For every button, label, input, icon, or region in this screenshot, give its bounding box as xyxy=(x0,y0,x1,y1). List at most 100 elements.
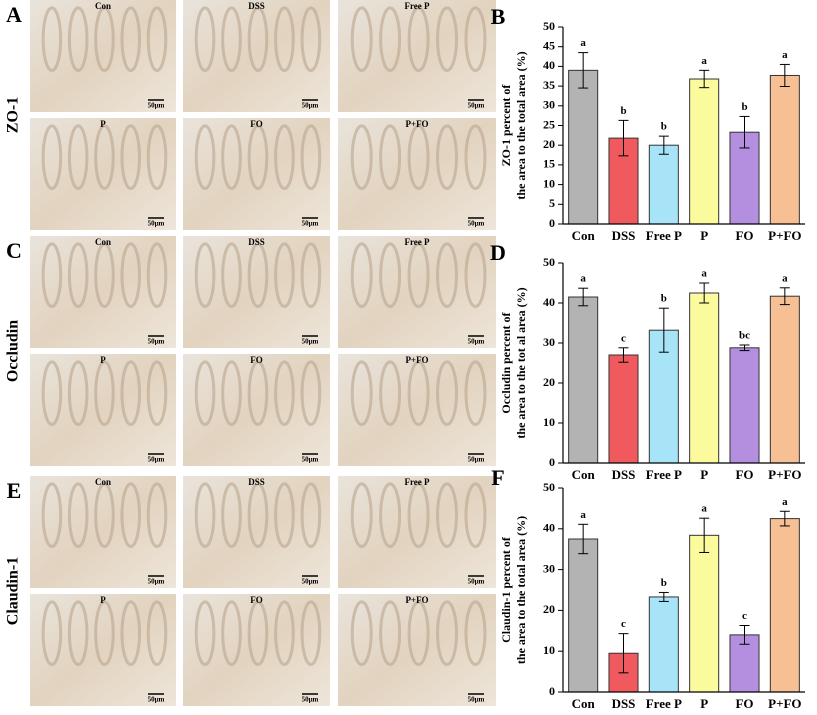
image-label: DSS xyxy=(248,1,265,11)
tissue-fold xyxy=(436,242,458,309)
tissue-fold xyxy=(300,124,322,191)
scale-label: 50μm xyxy=(148,456,165,464)
tissue-fold xyxy=(274,6,295,73)
tissue-fold xyxy=(379,124,402,191)
tissue-fold xyxy=(221,242,242,309)
y-tick-label: 30 xyxy=(543,335,555,349)
image-label: Con xyxy=(95,1,111,11)
tissue-fold xyxy=(120,482,142,549)
scale-label: 50μm xyxy=(302,338,319,346)
tissue-fold xyxy=(274,124,295,191)
tissue-fold xyxy=(464,600,487,667)
image-label: P+FO xyxy=(405,355,428,365)
micrograph xyxy=(338,594,496,706)
image-label: P xyxy=(100,355,106,365)
significance-letter: a xyxy=(782,272,788,284)
bar xyxy=(689,78,720,225)
micrograph xyxy=(183,476,330,588)
image-label: Free P xyxy=(404,1,430,11)
tissue-fold xyxy=(350,6,373,73)
x-tick-label: P xyxy=(700,228,708,243)
x-tick-label: FO xyxy=(735,228,753,243)
x-tick-label: Free P xyxy=(646,696,682,711)
y-tick-label: 30 xyxy=(543,561,555,575)
tissue-fold xyxy=(194,124,216,191)
y-axis-label: the area to the total area (%) xyxy=(514,516,528,664)
image-label: FO xyxy=(250,595,263,605)
micrograph xyxy=(30,236,176,348)
tissue-fold xyxy=(120,360,142,427)
tissue-fold xyxy=(120,242,142,309)
x-tick-label: DSS xyxy=(612,228,636,243)
micrograph xyxy=(183,594,330,706)
micrograph xyxy=(30,594,176,706)
x-tick-label: P+FO xyxy=(768,228,801,243)
image-label: P xyxy=(100,595,106,605)
y-tick-label: 10 xyxy=(543,176,555,190)
tissue-fold xyxy=(67,360,89,427)
tissue-fold xyxy=(247,242,269,309)
tissue-fold xyxy=(300,242,322,309)
tissue-fold xyxy=(436,360,458,427)
scale-label: 50μm xyxy=(148,102,165,110)
tissue-fold xyxy=(247,360,269,427)
x-tick-label: Free P xyxy=(646,228,682,243)
tissue-fold xyxy=(194,242,216,309)
micrograph xyxy=(338,354,496,466)
x-tick-label: DSS xyxy=(612,696,636,711)
tissue-fold xyxy=(94,600,115,667)
y-axis-label: Claudin-1 percent of xyxy=(499,536,513,643)
tissue-fold xyxy=(41,360,63,427)
tissue-fold xyxy=(379,600,402,667)
tissue-fold xyxy=(407,600,430,667)
tissue-fold xyxy=(120,6,142,73)
tissue-fold xyxy=(94,124,115,191)
micrograph xyxy=(183,236,330,348)
bar xyxy=(568,538,599,693)
x-tick-label: P xyxy=(700,467,708,482)
scale-label: 50μm xyxy=(468,696,485,704)
significance-letter: b xyxy=(741,101,747,113)
tissue-fold xyxy=(146,6,168,73)
significance-letter: c xyxy=(742,610,747,622)
tissue-fold xyxy=(67,482,89,549)
tissue-fold xyxy=(247,482,269,549)
y-axis-label: the area to the total area (%) xyxy=(514,51,528,199)
scale-label: 50μm xyxy=(468,456,485,464)
y-axis-label: ZO-1 percent of xyxy=(499,84,513,167)
significance-letter: a xyxy=(701,268,707,280)
tissue-fold xyxy=(146,242,168,309)
tissue-fold xyxy=(274,360,295,427)
y-tick-label: 35 xyxy=(543,78,555,92)
significance-letter: a xyxy=(580,37,586,49)
significance-letter: a xyxy=(782,49,788,61)
tissue-fold xyxy=(274,482,295,549)
image-label: Con xyxy=(95,477,111,487)
tissue-fold xyxy=(436,482,458,549)
tissue-fold xyxy=(350,360,373,427)
y-tick-label: 0 xyxy=(549,216,555,230)
tissue-fold xyxy=(194,600,216,667)
tissue-fold xyxy=(464,124,487,191)
image-label: Free P xyxy=(404,237,430,247)
tissue-fold xyxy=(221,600,242,667)
significance-letter: b xyxy=(661,577,667,589)
x-tick-label: P+FO xyxy=(768,467,801,482)
micrograph xyxy=(338,118,496,230)
micrograph xyxy=(338,476,496,588)
y-tick-label: 10 xyxy=(543,415,555,429)
tissue-fold xyxy=(94,242,115,309)
scale-label: 50μm xyxy=(468,220,485,228)
tissue-fold xyxy=(300,6,322,73)
tissue-fold xyxy=(379,482,402,549)
scale-label: 50μm xyxy=(148,578,165,586)
tissue-fold xyxy=(300,482,322,549)
image-label: DSS xyxy=(248,477,265,487)
bar xyxy=(648,596,679,693)
y-tick-label: 30 xyxy=(543,98,555,112)
micrograph xyxy=(183,354,330,466)
y-tick-label: 10 xyxy=(543,643,555,657)
tissue-fold xyxy=(350,124,373,191)
significance-letter: a xyxy=(580,273,586,285)
scale-label: 50μm xyxy=(302,102,319,110)
